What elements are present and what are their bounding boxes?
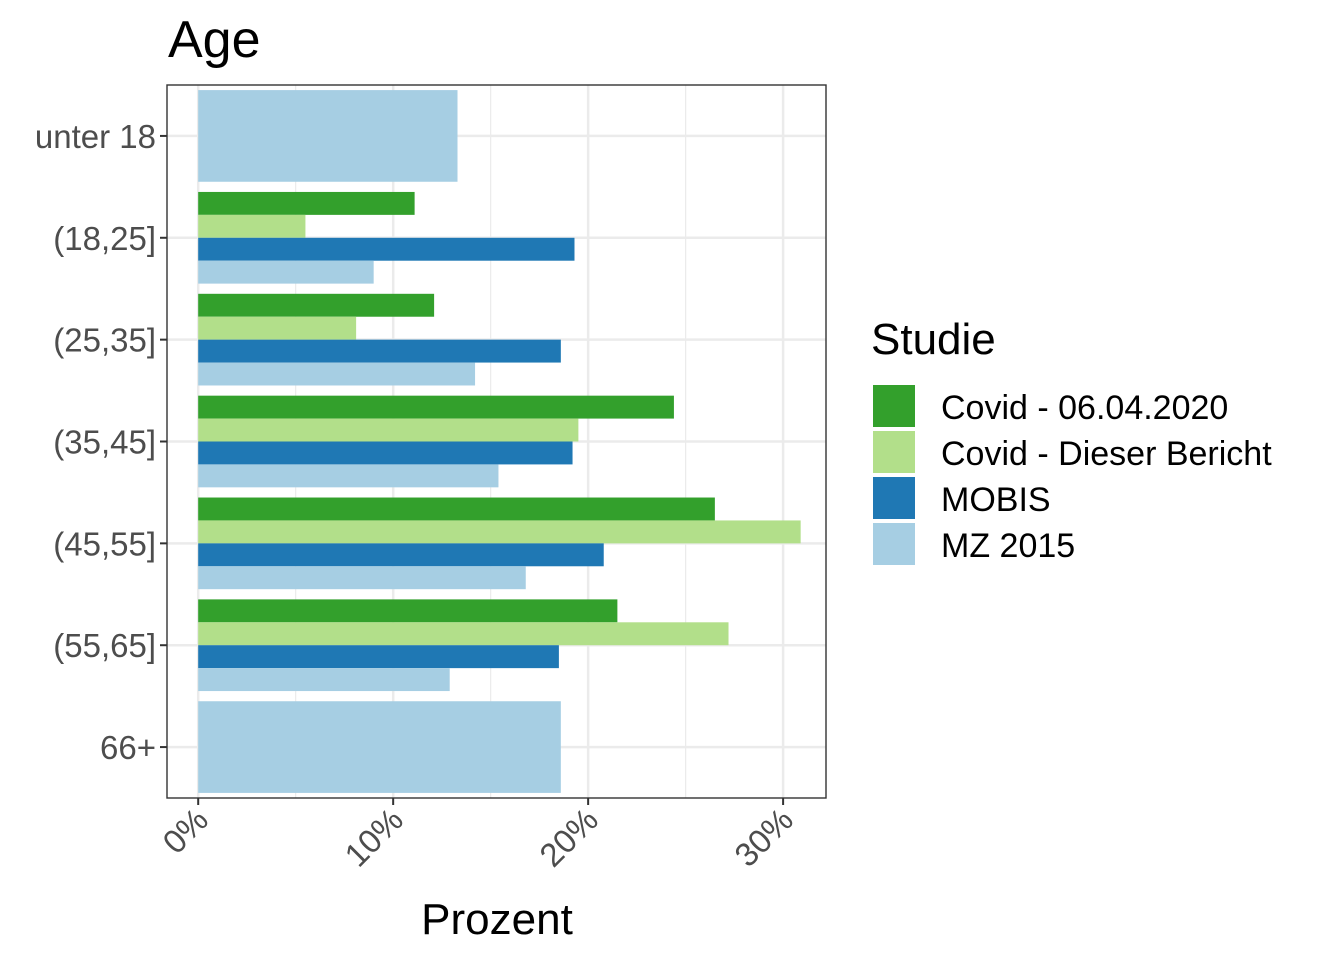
y-tick-label: (25,35] — [53, 322, 156, 359]
x-tick-label: 10% — [337, 801, 410, 874]
chart-title: Age — [168, 11, 261, 69]
bar — [198, 622, 729, 646]
legend-label: Covid - 06.04.2020 — [941, 389, 1228, 427]
bar — [198, 566, 526, 590]
legend-label: MOBIS — [941, 481, 1051, 519]
legend-swatch — [873, 385, 915, 427]
bar — [198, 260, 374, 284]
bar — [198, 90, 458, 182]
bar — [198, 316, 357, 340]
legend-swatch — [873, 477, 915, 519]
bar — [198, 339, 561, 363]
bar — [198, 191, 415, 215]
bar — [198, 599, 618, 623]
legend: Studie Covid - 06.04.2020 Covid - Dieser … — [871, 315, 1272, 565]
bar — [198, 464, 499, 488]
x-tick-label: 0% — [155, 801, 215, 861]
y-tick-label: (45,55] — [53, 525, 156, 562]
bar — [198, 497, 715, 521]
legend-label: MZ 2015 — [941, 527, 1075, 565]
bar — [198, 701, 561, 793]
bar — [198, 520, 801, 544]
x-axis-title: Prozent — [421, 895, 573, 944]
x-tick-label: 30% — [727, 801, 800, 874]
x-tick-label: 20% — [532, 801, 605, 874]
y-tick-label: (18,25] — [53, 220, 156, 257]
bars-group — [198, 90, 801, 793]
bar — [198, 668, 450, 692]
bar — [198, 441, 573, 465]
legend-swatch — [873, 523, 915, 565]
y-tick-label: (55,65] — [53, 627, 156, 664]
legend-swatch — [873, 431, 915, 473]
bar — [198, 645, 559, 669]
y-tick-label: (35,45] — [53, 424, 156, 461]
y-tick-label: unter 18 — [35, 118, 156, 155]
bar — [198, 395, 674, 419]
bar — [198, 237, 575, 261]
legend-label: Covid - Dieser Bericht — [941, 435, 1272, 473]
bar — [198, 543, 604, 567]
bar — [198, 214, 306, 238]
bar — [198, 418, 579, 442]
legend-title: Studie — [871, 315, 996, 364]
bar — [198, 362, 476, 386]
bar — [198, 293, 435, 317]
y-tick-label: 66+ — [100, 729, 156, 766]
